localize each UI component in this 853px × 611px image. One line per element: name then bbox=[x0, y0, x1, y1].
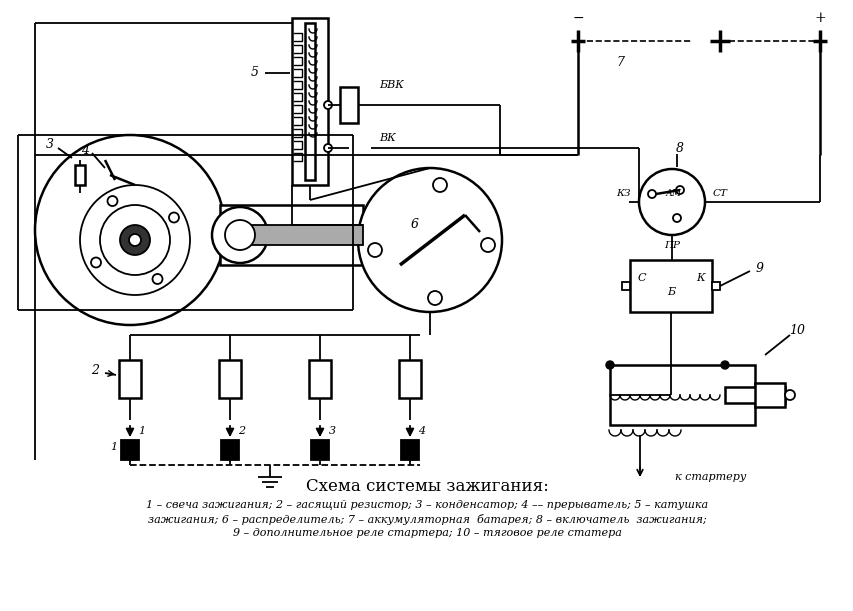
Circle shape bbox=[676, 186, 683, 194]
Text: Б: Б bbox=[666, 287, 674, 297]
Circle shape bbox=[323, 101, 332, 109]
Text: Схема системы зажигания:: Схема системы зажигания: bbox=[305, 478, 548, 495]
Circle shape bbox=[432, 178, 446, 192]
Text: 4: 4 bbox=[418, 426, 425, 436]
Text: −: − bbox=[572, 11, 583, 25]
Text: ПР: ПР bbox=[664, 241, 679, 249]
Text: 2: 2 bbox=[238, 426, 246, 436]
Circle shape bbox=[129, 234, 141, 246]
Circle shape bbox=[120, 225, 150, 255]
Bar bbox=[221, 440, 239, 460]
Circle shape bbox=[212, 207, 268, 263]
Bar bbox=[229, 225, 363, 245]
Circle shape bbox=[91, 257, 101, 268]
Bar bbox=[724, 387, 784, 403]
Bar bbox=[621, 282, 630, 290]
Circle shape bbox=[672, 214, 680, 222]
Text: К: К bbox=[695, 273, 704, 283]
Circle shape bbox=[606, 361, 613, 369]
Circle shape bbox=[100, 205, 170, 275]
Circle shape bbox=[107, 196, 118, 206]
Text: 7: 7 bbox=[615, 56, 624, 68]
Bar bbox=[339, 87, 357, 123]
Bar bbox=[754, 383, 784, 407]
Text: зажигания; 6 – распределитель; 7 – аккумуляторная  батарея; 8 – включатель  зажи: зажигания; 6 – распределитель; 7 – аккум… bbox=[148, 514, 705, 525]
Text: 1 – свеча зажигания; 2 – гасящий резистор; 3 – конденсатор; 4 –– прерыватель; 5 : 1 – свеча зажигания; 2 – гасящий резисто… bbox=[146, 500, 707, 510]
Bar bbox=[398, 360, 421, 398]
Bar bbox=[309, 360, 331, 398]
Text: 3: 3 bbox=[46, 139, 54, 152]
Text: БВК: БВК bbox=[379, 80, 403, 90]
Circle shape bbox=[720, 361, 728, 369]
Text: С: С bbox=[637, 273, 646, 283]
Bar bbox=[119, 360, 141, 398]
Circle shape bbox=[153, 274, 162, 284]
Circle shape bbox=[357, 168, 502, 312]
Circle shape bbox=[647, 190, 655, 198]
Text: ВК: ВК bbox=[379, 133, 395, 143]
Text: СТ: СТ bbox=[712, 189, 727, 199]
Circle shape bbox=[169, 213, 179, 222]
Text: 1: 1 bbox=[138, 426, 145, 436]
Circle shape bbox=[323, 144, 332, 152]
Text: 8: 8 bbox=[676, 142, 683, 156]
Circle shape bbox=[784, 390, 794, 400]
Text: 6: 6 bbox=[410, 219, 419, 232]
Bar bbox=[630, 260, 711, 312]
Text: 4: 4 bbox=[81, 144, 89, 156]
Bar bbox=[218, 360, 241, 398]
Text: 9 – дополнительное реле стартера; 10 – тяговое реле статера: 9 – дополнительное реле стартера; 10 – т… bbox=[232, 528, 621, 538]
Bar bbox=[711, 282, 719, 290]
Text: КЗ: КЗ bbox=[616, 189, 630, 199]
Bar bbox=[310, 440, 328, 460]
Bar bbox=[609, 365, 754, 425]
Text: 9: 9 bbox=[755, 262, 763, 274]
Bar bbox=[121, 440, 139, 460]
Bar bbox=[292, 18, 328, 185]
Text: 5: 5 bbox=[251, 67, 258, 79]
Bar bbox=[401, 440, 419, 460]
Bar bbox=[305, 23, 315, 180]
Circle shape bbox=[480, 238, 495, 252]
Bar bbox=[75, 165, 85, 185]
Text: 3: 3 bbox=[328, 426, 335, 436]
Text: АМ: АМ bbox=[665, 189, 682, 199]
Circle shape bbox=[80, 185, 189, 295]
Text: 1: 1 bbox=[110, 442, 118, 452]
Text: 2: 2 bbox=[91, 364, 99, 376]
Circle shape bbox=[638, 169, 705, 235]
Circle shape bbox=[368, 243, 381, 257]
Circle shape bbox=[427, 291, 442, 305]
Bar bbox=[220, 205, 363, 265]
Text: +: + bbox=[813, 11, 825, 25]
Text: 10: 10 bbox=[788, 324, 804, 337]
Circle shape bbox=[224, 220, 255, 250]
Text: к стартеру: к стартеру bbox=[674, 472, 746, 482]
Circle shape bbox=[35, 135, 224, 325]
